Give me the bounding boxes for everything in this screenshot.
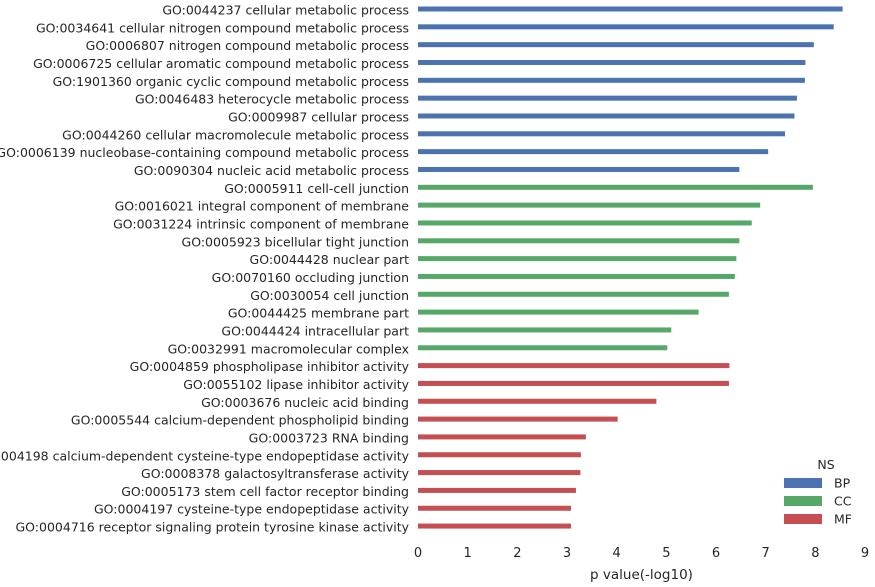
y-tick-label: GO:0016021 integral component of membran… — [115, 199, 410, 214]
y-tick-label: GO:0032991 macromolecular complex — [168, 341, 409, 356]
bar-mf-23 — [418, 416, 618, 422]
bar-cc-18 — [418, 327, 672, 333]
bar-mf-24 — [418, 434, 586, 440]
legend-swatch-mf — [784, 514, 822, 524]
x-tick-label: 3 — [563, 546, 571, 561]
bar-bp-4 — [418, 77, 805, 83]
y-tick-label: GO:0034641 cellular nitrogen compound me… — [36, 20, 409, 35]
y-tick-label: GO:0004198 calcium-dependent cysteine-ty… — [0, 448, 410, 463]
x-tick-labels: 0 1 2 3 4 5 6 7 8 9 — [414, 546, 869, 561]
bar-mf-22 — [418, 398, 657, 404]
y-tick-label: GO:0090304 nucleic acid metabolic proces… — [134, 163, 409, 178]
legend-swatch-bp — [784, 478, 822, 488]
y-tick-label: GO:0070160 occluding junction — [212, 270, 409, 285]
legend-label-cc: CC — [834, 494, 852, 509]
y-tick-label: GO:0005544 calcium-dependent phospholipi… — [71, 413, 409, 428]
bar-bp-8 — [418, 149, 769, 155]
y-tick-label: GO:0006807 nitrogen compound metabolic p… — [86, 38, 409, 53]
legend-swatch-cc — [784, 496, 822, 506]
bar-mf-25 — [418, 452, 581, 458]
y-tick-label: GO:0004859 phospholipase inhibitor activ… — [130, 359, 410, 374]
legend-title: NS — [817, 457, 834, 472]
bar-mf-20 — [418, 363, 730, 369]
bar-cc-17 — [418, 309, 699, 315]
bar-cc-15 — [418, 273, 735, 279]
bar-bp-2 — [418, 42, 814, 48]
y-tick-label: GO:0004197 cysteine-type endopeptidase a… — [94, 502, 410, 517]
y-tick-label: GO:0044260 cellular macromolecule metabo… — [62, 127, 409, 142]
y-tick-label: GO:0003676 nucleic acid binding — [201, 395, 409, 410]
bar-bp-7 — [418, 131, 786, 137]
bar-cc-19 — [418, 345, 668, 351]
x-tick-label: 6 — [712, 546, 720, 561]
x-tick-label: 0 — [414, 546, 422, 561]
legend-label-bp: BP — [834, 476, 851, 491]
y-tick-label: GO:0044428 nuclear part — [250, 252, 410, 267]
bar-cc-13 — [418, 238, 740, 244]
y-tick-label: GO:0008378 galactosyltransferase activit… — [141, 466, 410, 481]
y-tick-label: GO:0005923 bicellular tight junction — [182, 234, 409, 249]
x-tick-label: 4 — [613, 546, 621, 561]
x-tick-label: 7 — [762, 546, 770, 561]
bar-mf-28 — [418, 505, 571, 511]
bar-cc-11 — [418, 202, 761, 208]
bar-mf-21 — [418, 380, 729, 386]
y-tick-labels: GO:0044237 cellular metabolic process GO:… — [0, 3, 410, 535]
bars-layer — [418, 6, 843, 529]
bar-mf-29 — [418, 523, 571, 529]
bar-bp-5 — [418, 95, 797, 101]
bar-mf-26 — [418, 470, 581, 476]
x-tick-label: 8 — [811, 546, 819, 561]
x-tick-label: 5 — [662, 546, 670, 561]
y-tick-label: GO:0031224 intrinsic component of membra… — [113, 216, 409, 231]
bar-bp-3 — [418, 59, 806, 65]
bar-bp-1 — [418, 24, 834, 30]
y-tick-label: GO:0009987 cellular process — [228, 109, 409, 124]
y-tick-label: GO:0044425 membrane part — [228, 306, 409, 321]
bar-bp-6 — [418, 113, 795, 119]
x-tick-label: 2 — [513, 546, 521, 561]
y-tick-label: GO:1901360 organic cyclic compound metab… — [53, 74, 409, 89]
x-tick-label: 9 — [861, 546, 869, 561]
y-tick-label: GO:0044237 cellular metabolic process — [162, 3, 409, 18]
y-tick-label: GO:0044424 intracellular part — [221, 323, 409, 338]
y-tick-label: GO:0055102 lipase inhibitor activity — [183, 377, 409, 392]
y-tick-label: GO:0005173 stem cell factor receptor bin… — [121, 484, 409, 499]
legend-label-mf: MF — [834, 512, 852, 527]
y-tick-label: GO:0030054 cell junction — [250, 288, 409, 303]
bar-bp-0 — [418, 6, 843, 12]
bar-cc-12 — [418, 220, 752, 226]
bar-cc-14 — [418, 256, 737, 262]
bar-bp-9 — [418, 166, 740, 172]
bar-mf-27 — [418, 487, 576, 493]
x-tick-label: 1 — [464, 546, 472, 561]
y-tick-label: GO:0005911 cell-cell junction — [224, 181, 409, 196]
y-tick-label: GO:0006139 nucleobase-containing compoun… — [0, 145, 409, 160]
y-tick-label: GO:0003723 RNA binding — [249, 430, 409, 445]
y-tick-label: GO:0006725 cellular aromatic compound me… — [33, 56, 409, 71]
x-axis-label: p value(-log10) — [590, 567, 693, 583]
y-tick-label: GO:0004716 receptor signaling protein ty… — [16, 520, 410, 535]
bar-cc-16 — [418, 291, 729, 297]
bar-cc-10 — [418, 184, 813, 190]
y-tick-label: GO:0046483 heterocycle metabolic process — [135, 92, 409, 107]
